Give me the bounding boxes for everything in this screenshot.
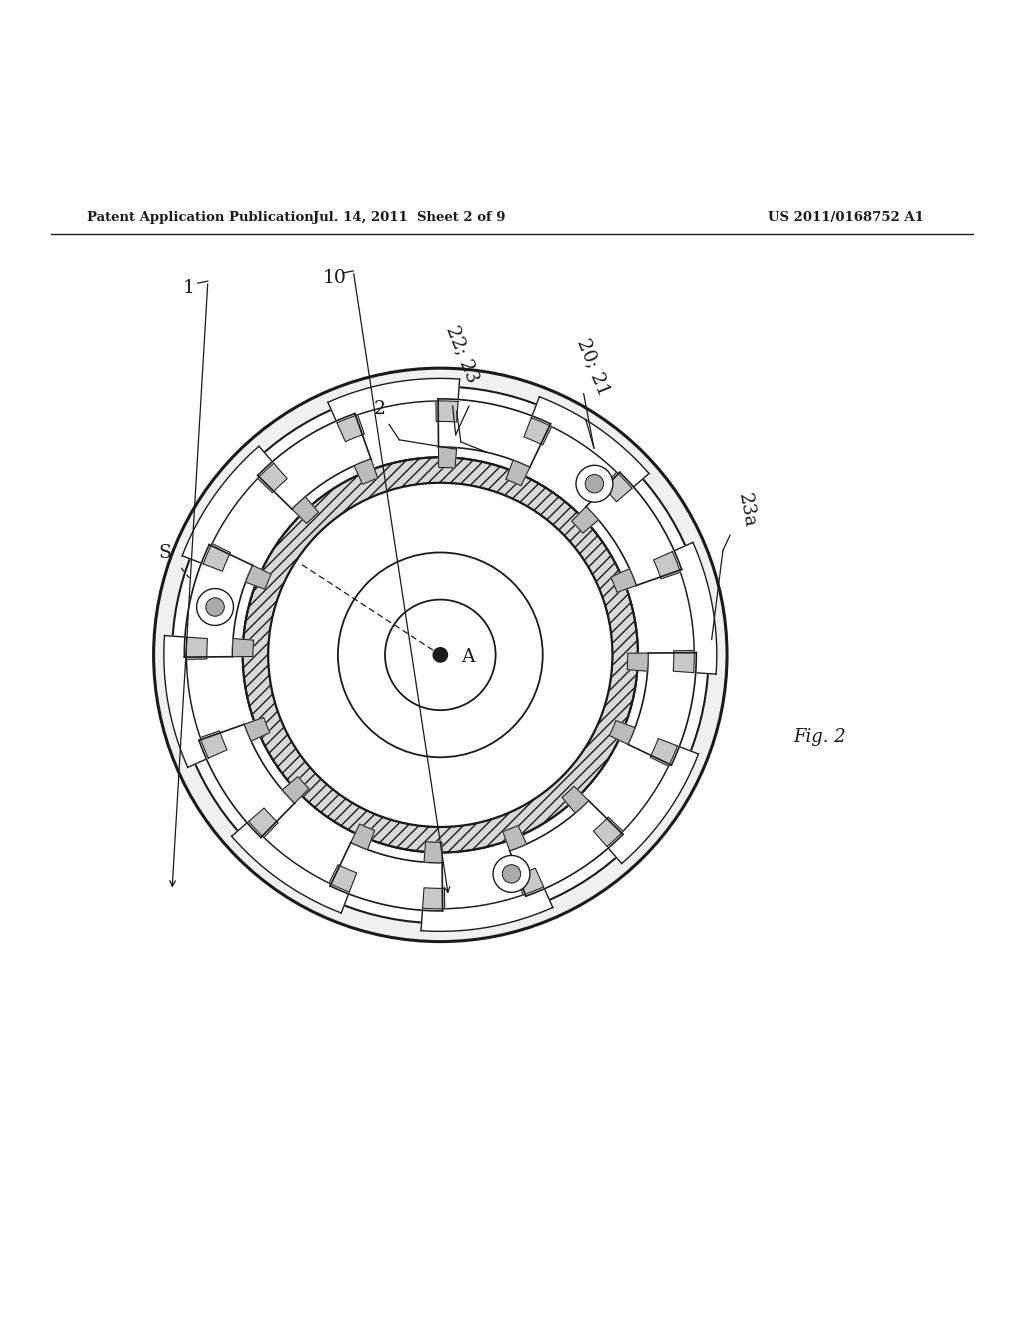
- Polygon shape: [609, 721, 635, 744]
- Polygon shape: [423, 888, 444, 909]
- Circle shape: [385, 599, 496, 710]
- Circle shape: [585, 474, 603, 492]
- Circle shape: [502, 865, 520, 883]
- Text: 10: 10: [323, 269, 346, 288]
- Text: A: A: [461, 648, 474, 667]
- Text: Fig. 2: Fig. 2: [794, 727, 847, 746]
- Circle shape: [154, 368, 727, 941]
- Polygon shape: [354, 459, 378, 484]
- Circle shape: [268, 483, 612, 826]
- Polygon shape: [438, 447, 457, 469]
- Circle shape: [206, 598, 224, 616]
- Polygon shape: [438, 399, 551, 467]
- Polygon shape: [673, 543, 717, 675]
- Polygon shape: [627, 653, 648, 671]
- Polygon shape: [249, 808, 279, 838]
- Polygon shape: [203, 544, 230, 572]
- Polygon shape: [524, 418, 552, 445]
- Text: 22; 23: 22; 23: [442, 323, 481, 385]
- Polygon shape: [436, 401, 458, 422]
- Polygon shape: [516, 869, 544, 895]
- Polygon shape: [506, 461, 529, 486]
- Polygon shape: [571, 507, 598, 533]
- Circle shape: [433, 648, 447, 663]
- Polygon shape: [246, 565, 271, 589]
- Polygon shape: [562, 787, 589, 813]
- Polygon shape: [421, 887, 553, 932]
- Polygon shape: [653, 552, 680, 579]
- Polygon shape: [330, 842, 442, 911]
- Circle shape: [197, 589, 233, 626]
- Polygon shape: [201, 731, 227, 758]
- Circle shape: [338, 553, 543, 758]
- Polygon shape: [231, 821, 349, 913]
- Polygon shape: [594, 817, 623, 846]
- Text: 1: 1: [182, 280, 195, 297]
- Polygon shape: [607, 746, 698, 863]
- Polygon shape: [531, 397, 649, 488]
- Polygon shape: [337, 414, 365, 442]
- Polygon shape: [602, 473, 632, 502]
- Circle shape: [575, 466, 612, 502]
- Text: S: S: [159, 544, 172, 561]
- Polygon shape: [351, 824, 375, 850]
- Polygon shape: [245, 718, 269, 741]
- Polygon shape: [199, 725, 295, 837]
- Polygon shape: [292, 496, 318, 524]
- Polygon shape: [258, 463, 287, 492]
- Polygon shape: [503, 825, 526, 851]
- Circle shape: [172, 387, 709, 923]
- Polygon shape: [283, 776, 309, 803]
- Circle shape: [493, 855, 529, 892]
- Polygon shape: [232, 639, 254, 656]
- Text: 2: 2: [374, 400, 386, 418]
- Circle shape: [186, 401, 694, 909]
- Polygon shape: [164, 636, 208, 767]
- Polygon shape: [424, 842, 442, 863]
- Text: 20; 21: 20; 21: [573, 337, 612, 399]
- Text: Jul. 14, 2011  Sheet 2 of 9: Jul. 14, 2011 Sheet 2 of 9: [313, 211, 506, 224]
- Polygon shape: [586, 473, 682, 586]
- Polygon shape: [673, 651, 694, 673]
- Text: Patent Application Publication: Patent Application Publication: [87, 211, 313, 224]
- Polygon shape: [184, 545, 253, 657]
- Text: US 2011/0168752 A1: US 2011/0168752 A1: [768, 211, 924, 224]
- Wedge shape: [243, 457, 638, 853]
- Polygon shape: [650, 739, 678, 766]
- Polygon shape: [329, 865, 356, 892]
- Polygon shape: [628, 652, 696, 766]
- Polygon shape: [328, 379, 460, 422]
- Polygon shape: [611, 569, 636, 593]
- Text: 23a: 23a: [735, 491, 759, 529]
- Polygon shape: [258, 413, 371, 510]
- Polygon shape: [186, 638, 208, 659]
- Polygon shape: [182, 446, 273, 564]
- Polygon shape: [510, 800, 623, 896]
